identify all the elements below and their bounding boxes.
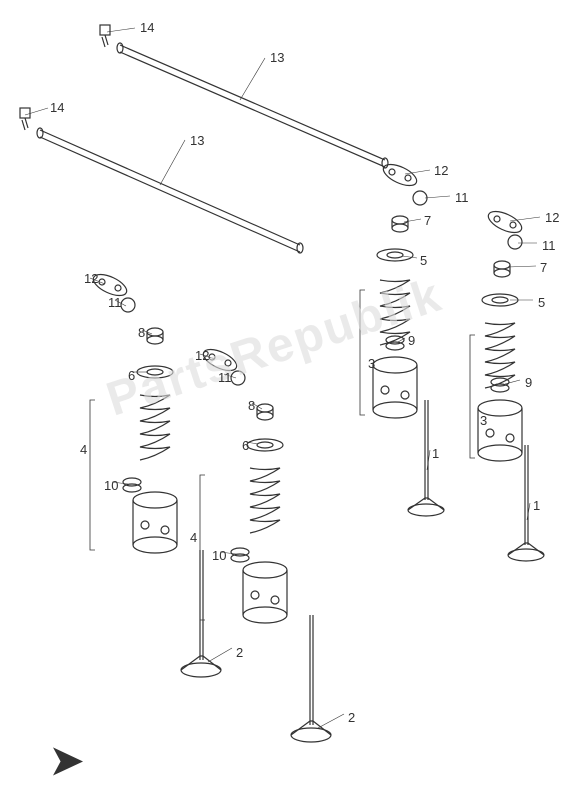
part-rod-lower: [37, 128, 303, 253]
callout-4: 4: [80, 442, 87, 457]
callout-12d: 12: [545, 210, 559, 225]
callout-11: 11: [108, 295, 122, 310]
callout-12b: 12: [195, 348, 209, 363]
part-rod-upper: [117, 43, 388, 168]
callout-11c: 11: [455, 190, 469, 205]
callout-7b: 7: [540, 260, 547, 275]
part-collar-8b: [257, 404, 273, 420]
part-cap-11c: [121, 298, 135, 312]
callout-1b: 1: [533, 498, 540, 513]
callout-14: 14: [140, 20, 154, 35]
callout-8: 8: [138, 325, 145, 340]
callout-10b: 10: [212, 548, 226, 563]
part-cap-11d: [231, 371, 245, 385]
direction-arrow: ➤: [50, 738, 84, 784]
callout-8b: 8: [248, 398, 255, 413]
part-retainer-5a: [377, 249, 413, 261]
part-bolt-14a: [100, 25, 110, 47]
callout-13: 13: [270, 50, 284, 65]
callout-7: 7: [424, 213, 431, 228]
parts-illustration: [0, 0, 580, 800]
part-guide-a: [373, 357, 417, 418]
part-collar-8a: [147, 328, 163, 344]
part-spring-4a: [140, 395, 170, 460]
part-spring-3a: [380, 280, 410, 345]
part-rocker-12a: [380, 160, 419, 190]
part-retainer-6b: [247, 439, 283, 451]
part-cap-11b: [508, 235, 522, 249]
callout-3: 3: [368, 356, 375, 371]
callout-2b: 2: [348, 710, 355, 725]
callout-3b: 3: [480, 413, 487, 428]
part-cap-11a: [413, 191, 427, 205]
part-spring-4b: [250, 468, 280, 533]
callout-11b: 11: [218, 370, 232, 385]
callout-9b: 9: [525, 375, 532, 390]
part-bolt-14b: [20, 108, 30, 130]
callout-13b: 13: [190, 133, 204, 148]
callout-10: 10: [104, 478, 118, 493]
part-guide-d: [243, 562, 287, 623]
exploded-parts-diagram: PartsRepublik 11223344556677889910101111…: [0, 0, 580, 800]
callout-11d: 11: [542, 238, 556, 253]
part-guide-c: [133, 492, 177, 553]
part-guide-b: [478, 400, 522, 461]
part-rocker-12b: [485, 207, 524, 237]
part-seal-10a: [123, 478, 141, 492]
callout-1: 1: [432, 446, 439, 461]
callout-6b: 6: [242, 438, 249, 453]
part-seal-10b: [231, 548, 249, 562]
part-collar-7b: [494, 261, 510, 277]
part-seal-9a: [386, 336, 404, 350]
callout-5b: 5: [538, 295, 545, 310]
callout-12: 12: [84, 271, 98, 286]
part-collar-7a: [392, 216, 408, 232]
part-valve-2b: [291, 615, 331, 742]
callout-2: 2: [236, 645, 243, 660]
callout-12c: 12: [434, 163, 448, 178]
callout-4b: 4: [190, 530, 197, 545]
callout-9: 9: [408, 333, 415, 348]
callout-6: 6: [128, 368, 135, 383]
callout-14b: 14: [50, 100, 64, 115]
callout-5: 5: [420, 253, 427, 268]
